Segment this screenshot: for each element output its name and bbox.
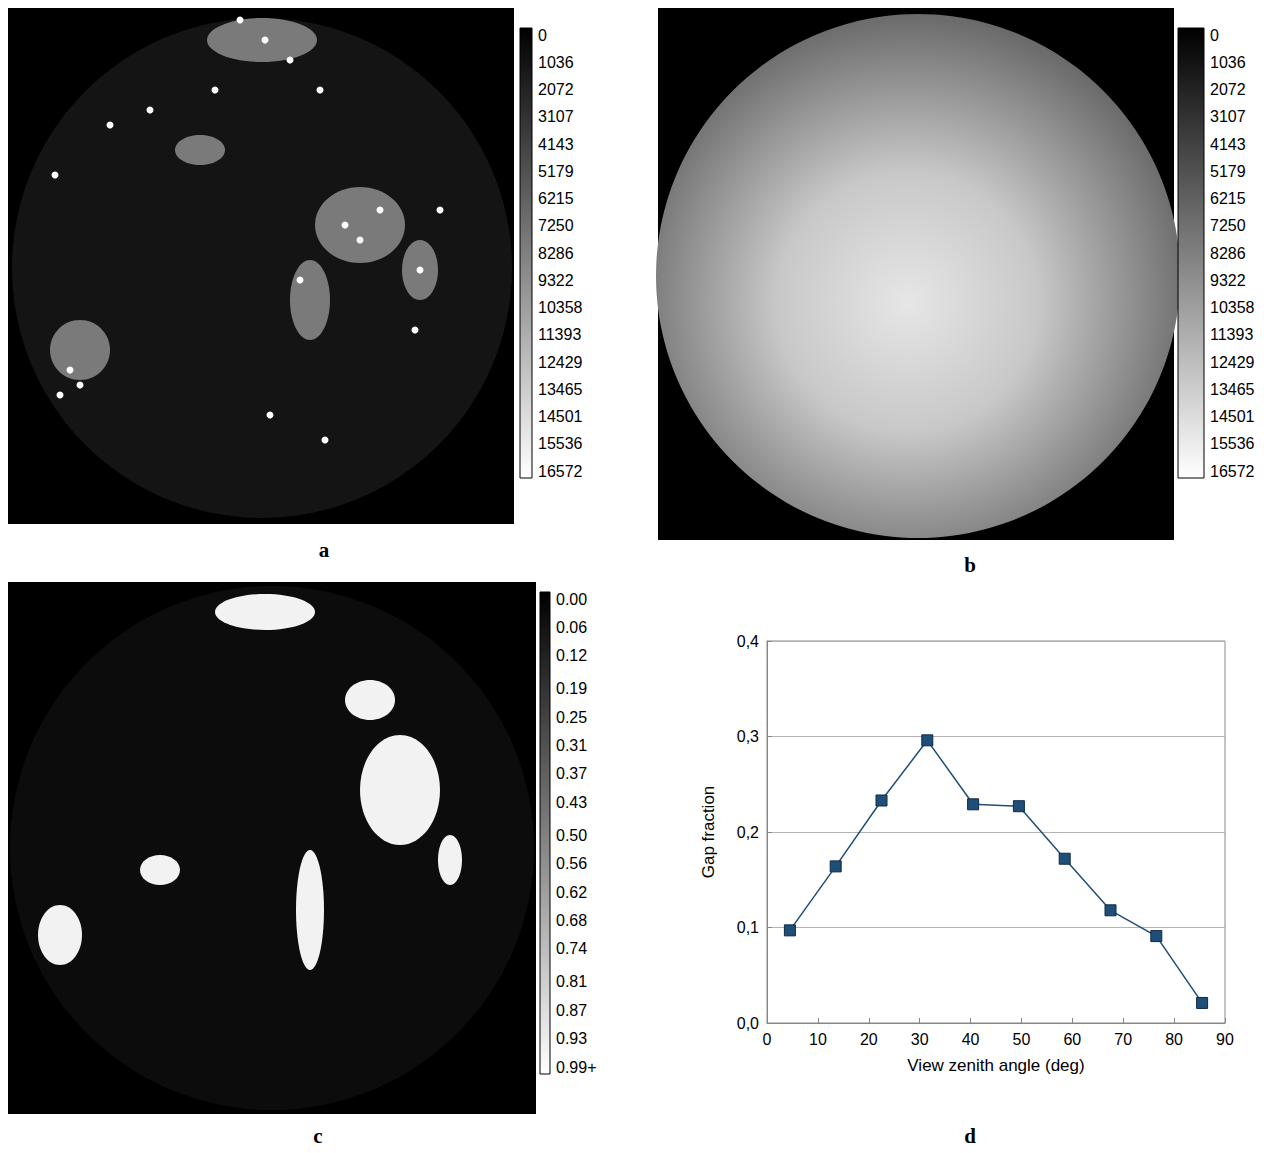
svg-text:1036: 1036 [538,54,574,71]
svg-text:0.99+: 0.99+ [556,1059,596,1076]
svg-text:Gap fraction: Gap fraction [699,786,718,879]
svg-text:0.87: 0.87 [556,1002,587,1019]
svg-text:9322: 9322 [538,272,574,289]
svg-text:d: d [964,1124,976,1148]
svg-text:6215: 6215 [1210,190,1246,207]
svg-text:0,2: 0,2 [737,824,759,841]
svg-text:0: 0 [1210,27,1219,44]
svg-text:50: 50 [1013,1031,1031,1048]
svg-text:70: 70 [1114,1031,1132,1048]
svg-text:0.00: 0.00 [556,591,587,608]
svg-text:3107: 3107 [1210,108,1246,125]
svg-text:15536: 15536 [1210,435,1255,452]
svg-text:0: 0 [763,1031,772,1048]
svg-text:0.68: 0.68 [556,912,587,929]
svg-text:14501: 14501 [1210,408,1255,425]
svg-text:0.50: 0.50 [556,827,587,844]
svg-text:0.43: 0.43 [556,794,587,811]
svg-text:90: 90 [1216,1031,1234,1048]
svg-text:1036: 1036 [1210,54,1246,71]
svg-text:12429: 12429 [1210,354,1255,371]
svg-text:16572: 16572 [538,463,583,480]
svg-text:2072: 2072 [538,81,574,98]
svg-text:60: 60 [1063,1031,1081,1048]
svg-text:0.31: 0.31 [556,737,587,754]
svg-text:20: 20 [860,1031,878,1048]
svg-text:a: a [319,538,330,562]
svg-text:b: b [964,553,976,577]
svg-text:0.74: 0.74 [556,940,587,957]
svg-text:10: 10 [809,1031,827,1048]
svg-text:10358: 10358 [538,299,583,316]
svg-text:0.06: 0.06 [556,619,587,636]
svg-text:0,0: 0,0 [737,1015,759,1032]
svg-text:0.93: 0.93 [556,1030,587,1047]
svg-text:80: 80 [1165,1031,1183,1048]
svg-text:8286: 8286 [1210,245,1246,262]
svg-text:c: c [313,1124,322,1148]
svg-text:3107: 3107 [538,108,574,125]
svg-text:0.81: 0.81 [556,973,587,990]
svg-text:9322: 9322 [1210,272,1246,289]
svg-text:10358: 10358 [1210,299,1255,316]
svg-text:13465: 13465 [1210,381,1255,398]
svg-text:0,3: 0,3 [737,728,759,745]
svg-text:13465: 13465 [538,381,583,398]
svg-text:12429: 12429 [538,354,583,371]
svg-text:30: 30 [911,1031,929,1048]
svg-text:14501: 14501 [538,408,583,425]
svg-text:0,1: 0,1 [737,919,759,936]
svg-text:0,4: 0,4 [737,633,759,650]
svg-text:2072: 2072 [1210,81,1246,98]
svg-text:0.62: 0.62 [556,884,587,901]
svg-text:View zenith angle (deg): View zenith angle (deg) [907,1056,1084,1075]
svg-text:7250: 7250 [1210,217,1246,234]
svg-text:11393: 11393 [1210,326,1253,343]
svg-text:0.56: 0.56 [556,855,587,872]
svg-text:0: 0 [538,27,547,44]
svg-text:7250: 7250 [538,217,574,234]
svg-text:15536: 15536 [538,435,583,452]
svg-text:11393: 11393 [538,326,581,343]
svg-text:4143: 4143 [538,136,574,153]
svg-text:0.37: 0.37 [556,765,587,782]
svg-text:5179: 5179 [538,163,574,180]
svg-text:0.12: 0.12 [556,647,587,664]
svg-text:8286: 8286 [538,245,574,262]
svg-text:4143: 4143 [1210,136,1246,153]
svg-text:6215: 6215 [538,190,574,207]
svg-text:5179: 5179 [1210,163,1246,180]
svg-text:40: 40 [962,1031,980,1048]
svg-text:0.25: 0.25 [556,709,587,726]
svg-text:0.19: 0.19 [556,680,587,697]
svg-text:16572: 16572 [1210,463,1255,480]
